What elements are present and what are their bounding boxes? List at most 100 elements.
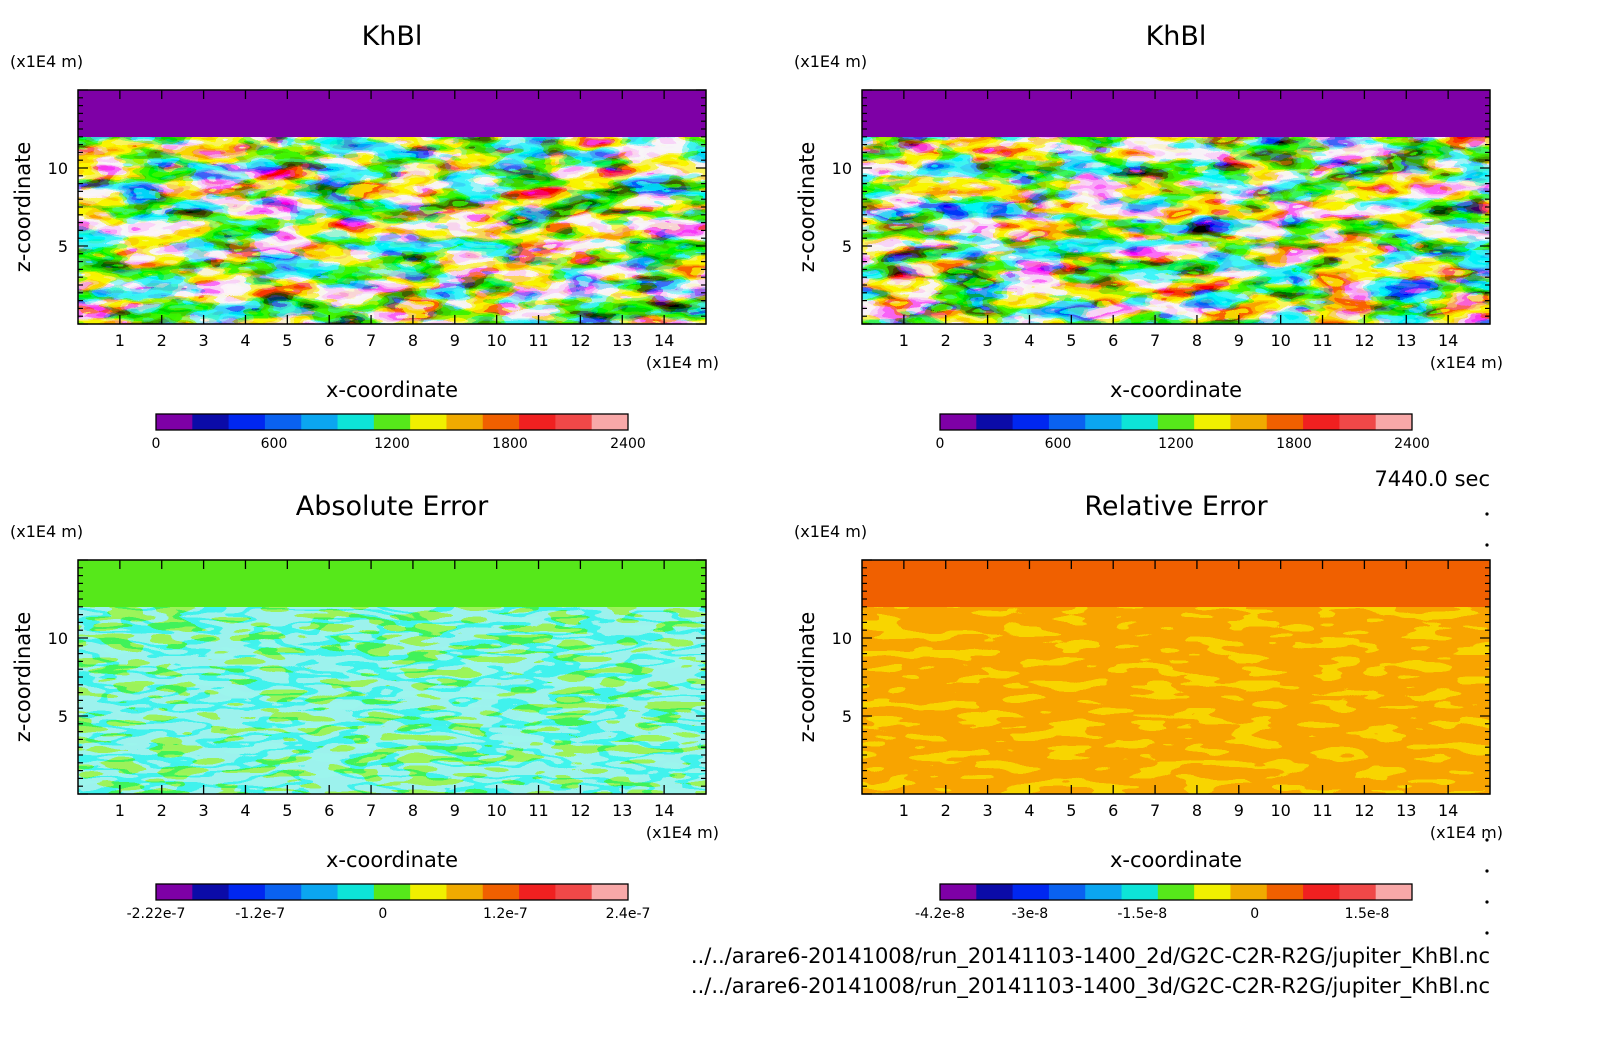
x-axis-label: x-coordinate [1110,848,1242,872]
colorbar-swatch [1157,414,1195,430]
colorbar-swatch [156,884,193,900]
x-tick-label: 9 [450,801,460,820]
colorbar-swatch [156,414,193,430]
colorbar-frame [155,883,629,901]
x-unit-label: (x1E4 m) [1430,353,1503,372]
x-tick-label: 8 [1192,801,1202,820]
y-tick-label: 10 [48,159,68,178]
colorbar-swatch [940,414,977,430]
x-tick-label: 10 [486,801,506,820]
colorbar-swatch [519,884,556,900]
colorbar-tick-label: 2.4e-7 [606,906,651,922]
y-tick-label: 5 [842,707,852,726]
y-axis-label: z-coordinate [11,612,35,743]
x-tick-label: 6 [1108,331,1118,350]
colorbar-tick-label: 2400 [610,436,646,452]
colorbar-swatch [1339,884,1377,900]
colorbar-swatch [1266,884,1304,900]
colorbar-swatch [337,414,375,430]
x-tick-label: 12 [570,331,590,350]
x-tick-label: 11 [1312,331,1332,350]
colorbar-swatch [301,414,339,430]
colorbar-swatch [1085,414,1123,430]
x-tick-label: 1 [115,331,125,350]
y-unit-label: (x1E4 m) [794,522,867,541]
x-tick-label: 14 [1438,801,1458,820]
colorbar-swatch [1157,884,1195,900]
y-tick-label: 10 [832,159,852,178]
x-tick-label: 12 [570,801,590,820]
colorbar-swatch [1194,414,1231,430]
x-tick-label: 2 [941,331,951,350]
x-tick-label: 4 [240,801,250,820]
colorbar-swatch [555,414,593,430]
colorbar-swatch [410,884,447,900]
colorbar-swatch [1375,884,1413,900]
colorbar-swatch [1194,884,1231,900]
colorbar-swatch [228,884,266,900]
colorbar: 0 600 1200 1800 2400 [152,413,646,452]
colorbar-swatch [1230,414,1268,430]
colorbar-swatch [555,884,593,900]
colorbar-tick-label: -2.22e-7 [127,906,186,922]
x-tick-label: 13 [1396,331,1416,350]
upper-uniform-layer [78,560,706,607]
x-tick-label: 2 [157,331,167,350]
x-tick-label: 4 [1024,331,1034,350]
colorbar-swatch [940,884,977,900]
colorbar-tick-label: -3e-8 [1012,906,1049,922]
dotted-separator [1485,512,1489,935]
colorbar-tick-label: 0 [378,906,387,922]
heatmap-field [78,560,706,794]
chart-title: KhBl [1146,21,1207,52]
colorbar-tick-label: 0 [936,436,945,452]
chart-title: KhBl [362,21,423,52]
chart-panel-4: Relative Error(x1E4 m)1 2 3 4 5 6 7 8 9 10 11 12 13 1… [794,491,1503,922]
x-tick-label: 14 [654,801,674,820]
x-unit-label: (x1E4 m) [646,353,719,372]
colorbar-swatch [519,414,556,430]
x-tick-label: 8 [1192,331,1202,350]
x-tick-label: 6 [324,801,334,820]
colorbar-tick-label: -4.2e-8 [915,906,965,922]
time-label: 7440.0 sec [1374,467,1490,491]
chart-panel-1: KhBl(x1E4 m)1 2 3 4 5 6 7 8 9 10 11 12 13 14510(x1E4 … [10,21,719,452]
colorbar-swatch [410,414,447,430]
x-tick-label: 10 [1270,801,1290,820]
colorbar: 0 600 1200 1800 2400 [936,413,1430,452]
colorbar-tick-label: 1.2e-7 [483,906,528,922]
x-tick-label: 7 [366,331,376,350]
x-tick-label: 13 [1396,801,1416,820]
chart-panel-2: KhBl(x1E4 m)1 2 3 4 5 6 7 8 9 10 11 12 13 14510(x1E4 … [794,21,1503,452]
x-tick-label: 6 [1108,801,1118,820]
colorbar-tick-label: -1.5e-8 [1117,906,1167,922]
upper-uniform-layer [862,560,1490,607]
colorbar-swatch [1303,884,1340,900]
y-tick-label: 5 [58,707,68,726]
colorbar-swatch [1121,414,1159,430]
y-tick-label: 10 [48,629,68,648]
colorbar-swatch [482,414,520,430]
colorbar-frame [939,883,1413,901]
colorbar-swatch [591,414,629,430]
colorbar: -2.22e-7 -1.2e-7 0 1.2e-7 2.4e-7 [127,883,651,922]
colorbar-tick-label: 1.5e-8 [1345,906,1390,922]
colorbar: -4.2e-8 -3e-8 -1.5e-8 0 1.5e-8 [915,883,1413,922]
colorbar-frame [939,413,1413,431]
colorbar-swatch [446,884,484,900]
x-tick-label: 8 [408,801,418,820]
x-tick-label: 4 [1024,801,1034,820]
x-tick-label: 14 [654,331,674,350]
colorbar-swatch [373,414,411,430]
colorbar-swatch [1048,414,1086,430]
colorbar-swatch [976,884,1014,900]
colorbar-swatch [1375,414,1413,430]
x-tick-label: 11 [1312,801,1332,820]
x-tick-label: 14 [1438,331,1458,350]
colorbar-swatch [1012,884,1050,900]
y-axis-label: z-coordinate [795,142,819,273]
x-tick-label: 13 [612,801,632,820]
colorbar-tick-label: 1200 [1158,436,1194,452]
x-tick-label: 3 [983,331,993,350]
x-tick-label: 8 [408,331,418,350]
